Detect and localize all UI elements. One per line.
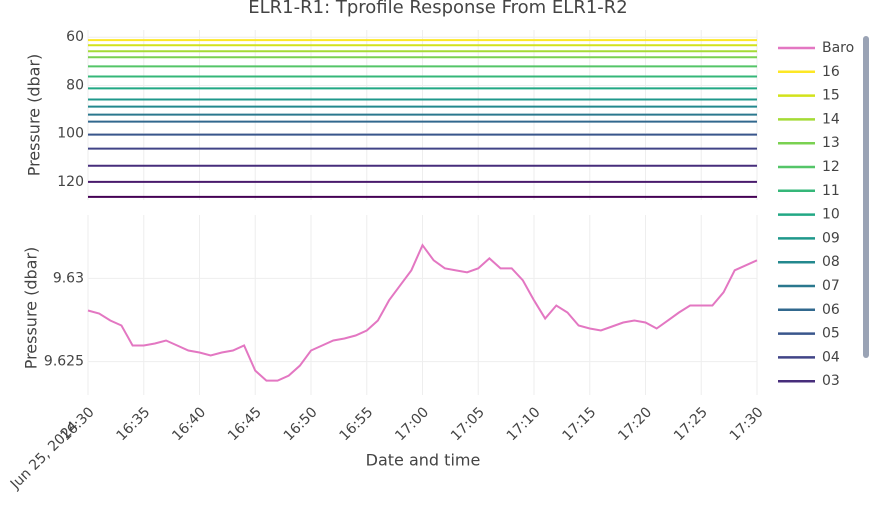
x-tick-label: 16:40: [169, 404, 209, 444]
x-tick-label: 17:15: [560, 404, 600, 444]
legend-label: 09: [822, 230, 840, 246]
legend-label: Baro: [822, 40, 854, 56]
y-tick-label: 9.63: [53, 270, 84, 286]
x-tick-label: 16:35: [114, 404, 154, 444]
legend-label: 06: [822, 302, 840, 318]
legend-label: 05: [822, 326, 840, 342]
y-tick-label: 60: [66, 29, 84, 45]
legend-label: 12: [822, 159, 840, 175]
legend-label: 08: [822, 254, 840, 270]
legend-scrollbar[interactable]: [863, 36, 869, 358]
x-tick-label: 17:05: [448, 404, 488, 444]
legend-label: 16: [822, 64, 840, 80]
legend-label: 03: [822, 373, 840, 389]
legend-label: 13: [822, 135, 840, 151]
legend-label: 10: [822, 207, 840, 223]
x-tick-label: 16:50: [281, 404, 321, 444]
x-tick-date: Jun 25, 2024: [7, 418, 82, 493]
y-tick-label: 80: [66, 77, 84, 93]
legend-label: 11: [822, 183, 840, 199]
x-tick-label: 17:30: [727, 404, 767, 444]
y-axis-title: Pressure (dbar): [25, 54, 44, 177]
y-axis-title: Pressure (dbar): [22, 247, 41, 370]
legend-label: 14: [822, 111, 840, 127]
x-axis-title: Date and time: [366, 451, 481, 470]
y-tick-label: 9.625: [44, 354, 84, 370]
legend-label: 07: [822, 278, 840, 294]
x-tick-label: 17:25: [671, 404, 711, 444]
legend-label: 15: [822, 88, 840, 104]
x-tick-label: 16:55: [337, 404, 377, 444]
x-tick-label: 16:45: [225, 404, 265, 444]
legend-label: 04: [822, 349, 840, 365]
x-tick-label: 17:20: [615, 404, 655, 444]
chart-title: ELR1-R1: Tprofile Response From ELR1-R2: [248, 0, 627, 18]
y-tick-label: 100: [57, 126, 84, 142]
x-tick-label: 17:00: [392, 404, 432, 444]
series-line: [87, 243, 758, 382]
x-tick-label: 17:10: [504, 404, 544, 444]
y-tick-label: 120: [57, 174, 84, 190]
